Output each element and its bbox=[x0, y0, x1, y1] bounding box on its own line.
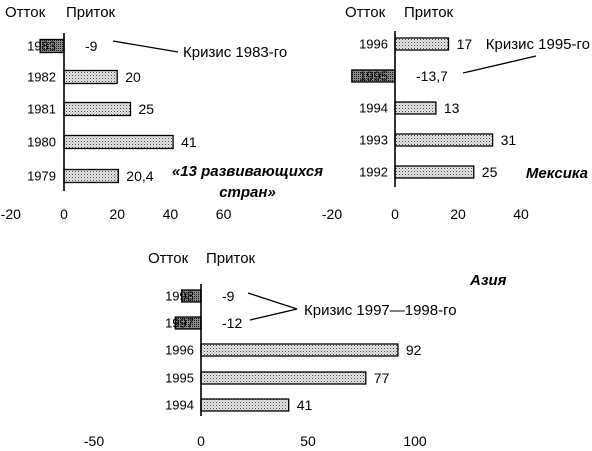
x-tick-label: 20 bbox=[450, 206, 466, 222]
x-tick-label: -50 bbox=[84, 433, 104, 449]
annotation-line bbox=[462, 55, 537, 74]
chart-mexico: Отток Приток 1996 1995 1994 1993 1992 17 -13,7 13… bbox=[322, 4, 590, 222]
category-label: 1993 bbox=[359, 133, 388, 148]
category-label: 1995 bbox=[165, 371, 194, 386]
bar-1980 bbox=[63, 134, 174, 150]
category-label: 1981 bbox=[27, 102, 56, 117]
header-inflow: Приток bbox=[66, 4, 116, 21]
value-label: 41 bbox=[181, 134, 197, 150]
category-label: 1995 bbox=[359, 69, 388, 84]
x-tick-label: 0 bbox=[391, 206, 399, 222]
chart-developing-countries: Отток Приток 1983 1982 1981 1980 1979 -9 20 25 41 2… bbox=[1, 4, 288, 222]
chart-title-mexico: Мексика bbox=[525, 165, 588, 182]
value-label: 20,4 bbox=[126, 168, 153, 184]
value-label: 77 bbox=[374, 370, 390, 386]
annotation-line bbox=[249, 308, 298, 321]
bar-1996 bbox=[394, 37, 450, 51]
bar-1992 bbox=[394, 165, 475, 179]
value-label: 20 bbox=[125, 69, 141, 85]
bar-1979 bbox=[63, 168, 119, 184]
bar-1993 bbox=[394, 133, 494, 147]
category-label: 1997 bbox=[165, 316, 194, 331]
value-label: -13,7 bbox=[416, 68, 448, 84]
category-label: 1992 bbox=[359, 165, 388, 180]
value-label: -9 bbox=[222, 288, 235, 304]
chart-asia: Отток Приток 1998 1997 1996 1995 1994 -9 -12 92 77… bbox=[84, 250, 457, 449]
category-label: 1998 bbox=[165, 289, 194, 304]
annotation-text: Кризис 1997—1998-го bbox=[304, 302, 457, 319]
annotation-text: Кризис 1995-го bbox=[486, 36, 590, 53]
category-label: 1979 bbox=[27, 169, 56, 184]
bar-1982 bbox=[63, 69, 118, 85]
header-outflow: Отток bbox=[148, 250, 189, 267]
category-label: 1996 bbox=[165, 343, 194, 358]
category-label: 1994 bbox=[165, 398, 194, 413]
x-tick-label: 100 bbox=[403, 433, 427, 449]
x-tick-label: -20 bbox=[1, 206, 21, 222]
value-label: -9 bbox=[85, 38, 98, 54]
x-tick-label: 0 bbox=[60, 206, 68, 222]
annotation-line bbox=[247, 292, 298, 310]
category-label: 1996 bbox=[359, 37, 388, 52]
bar-1994 bbox=[200, 398, 290, 412]
value-label: 41 bbox=[297, 397, 313, 413]
header-inflow: Приток bbox=[404, 4, 454, 21]
category-label: 1983 bbox=[27, 39, 56, 54]
x-tick-label: 50 bbox=[300, 433, 316, 449]
value-label: 31 bbox=[501, 132, 517, 148]
value-label: 13 bbox=[444, 100, 460, 116]
x-tick-label: 60 bbox=[216, 206, 232, 222]
bar-1981 bbox=[63, 101, 132, 117]
header-outflow: Отток bbox=[345, 4, 386, 21]
bar-1995 bbox=[200, 371, 367, 385]
header-outflow: Отток bbox=[5, 4, 46, 21]
header-inflow: Приток bbox=[206, 250, 256, 267]
x-tick-label: 40 bbox=[163, 206, 179, 222]
x-tick-label: 20 bbox=[109, 206, 125, 222]
x-tick-label: 0 bbox=[197, 433, 205, 449]
category-label: 1982 bbox=[27, 70, 56, 85]
annotation-line bbox=[112, 40, 179, 53]
category-label: 1980 bbox=[27, 135, 56, 150]
chart-title-developing-countries: «13 развивающихся стран» bbox=[171, 163, 324, 201]
category-label: 1994 bbox=[359, 101, 388, 116]
annotation-text: Кризис 1983-го bbox=[183, 44, 287, 61]
chart-title-asia: Азия bbox=[470, 272, 507, 289]
x-tick-label: 40 bbox=[513, 206, 529, 222]
value-label: -12 bbox=[222, 315, 242, 331]
x-tick-label: -20 bbox=[322, 206, 342, 222]
value-label: 92 bbox=[406, 342, 422, 358]
value-label: 25 bbox=[482, 164, 498, 180]
value-label: 25 bbox=[139, 101, 155, 117]
bar-1996 bbox=[200, 343, 399, 357]
value-label: 17 bbox=[457, 36, 473, 52]
bar-1994 bbox=[394, 101, 437, 115]
